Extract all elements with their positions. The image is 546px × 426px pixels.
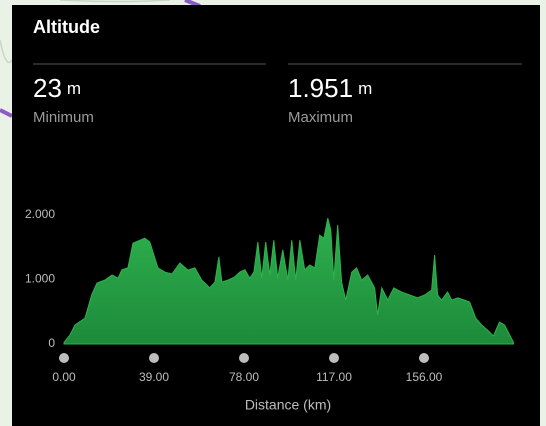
stat-unit: m <box>358 79 372 98</box>
x-tick-label: 0.00 <box>52 370 76 384</box>
panel-title: Altitude <box>33 17 100 37</box>
chart: 0 1.000 2.000 0.00 39.00 78.00 117.00 156.00 Dis… <box>25 207 515 413</box>
stat-value: 1.951 m <box>288 73 372 103</box>
altitude-area <box>63 218 515 345</box>
x-tick-label: 117.00 <box>316 370 352 384</box>
panel <box>12 5 540 426</box>
stat-number: 1.951 <box>288 73 353 103</box>
x-tick-dot <box>329 353 339 363</box>
x-tick-label: 39.00 <box>139 370 169 384</box>
x-tick-label: 78.00 <box>229 370 259 384</box>
stat-unit: m <box>67 79 81 98</box>
x-axis-label: Distance (km) <box>245 397 331 413</box>
stat-value: 23 m <box>33 73 81 103</box>
x-tick-label: 156.00 <box>406 370 443 384</box>
x-tick-dot <box>239 353 249 363</box>
y-tick-label: 2.000 <box>25 207 55 221</box>
x-tick-dot <box>149 353 159 363</box>
y-tick-label: 0 <box>48 336 55 350</box>
x-tick-dot <box>419 353 429 363</box>
stat-label: Minimum <box>33 109 94 126</box>
stats: 23 m Minimum 1.951 m Maximum <box>33 73 372 126</box>
x-tick-dot <box>59 353 69 363</box>
y-tick-label: 1.000 <box>25 272 55 286</box>
stat-label: Maximum <box>288 109 353 126</box>
stat-number: 23 <box>33 73 62 103</box>
